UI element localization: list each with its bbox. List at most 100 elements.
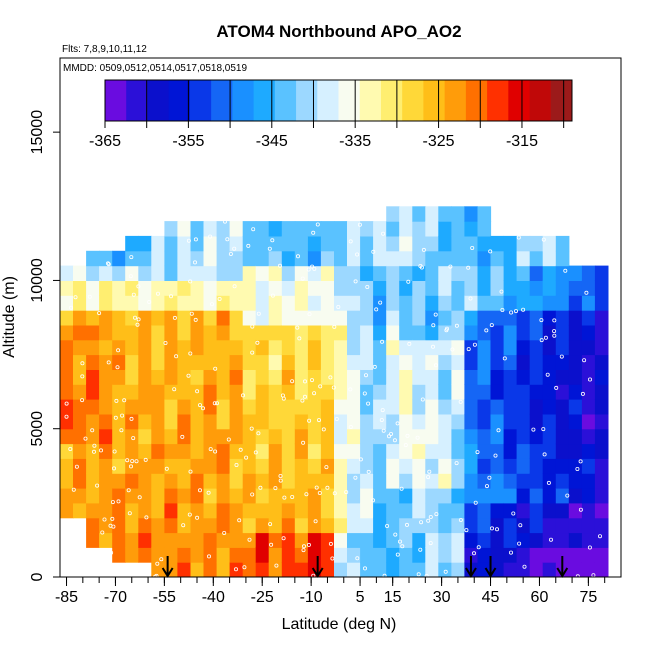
sample-point (541, 237, 546, 242)
sample-point (246, 243, 251, 248)
heat-cell (490, 324, 505, 341)
heat-cell (216, 532, 231, 548)
heat-cell (112, 517, 126, 534)
heat-cell (425, 517, 439, 534)
heat-cell (307, 443, 322, 459)
heat-cell (373, 562, 387, 577)
heat-cell (568, 473, 583, 489)
heat-cell (542, 369, 557, 385)
colorbar-tick-label: -335 (339, 133, 371, 150)
sample-point (521, 307, 526, 312)
heat-cell (386, 280, 400, 296)
heat-cell (477, 532, 492, 548)
heat-cell (60, 443, 74, 459)
sample-point (113, 415, 118, 420)
sample-point (511, 511, 516, 516)
sample-point (135, 322, 140, 327)
sample-point (100, 530, 105, 535)
heat-cell (503, 280, 518, 296)
sample-point (195, 389, 200, 394)
heat-cell (373, 250, 387, 267)
sample-point (106, 261, 111, 266)
sample-point (313, 519, 318, 524)
sample-point (213, 366, 218, 371)
heat-cell (73, 443, 87, 459)
heat-cell (177, 458, 191, 474)
sample-point (374, 307, 379, 312)
heat-cell (438, 399, 452, 415)
sample-point (542, 452, 547, 457)
sample-point (494, 527, 499, 532)
heat-cell (60, 428, 74, 445)
heat-cell (138, 310, 152, 326)
heat-cell (164, 413, 178, 430)
sample-point (250, 324, 255, 329)
heat-cell (112, 339, 126, 356)
heat-cell (320, 384, 335, 400)
heat-cell (386, 339, 400, 356)
heat-cell (503, 310, 518, 326)
heat-cell (373, 280, 387, 296)
sample-point (99, 448, 104, 453)
heat-cell (490, 384, 505, 400)
sample-point (189, 311, 194, 316)
heat-cell (360, 280, 374, 296)
heat-cell (73, 458, 87, 474)
heat-cell (177, 310, 191, 326)
heat-cell (151, 235, 165, 252)
heat-cell (412, 562, 426, 577)
heat-cell (73, 280, 87, 296)
colorbar-segment (380, 80, 403, 121)
heat-cell (490, 532, 505, 548)
sample-point (281, 396, 286, 401)
heat-cell (425, 473, 439, 489)
sample-point (251, 227, 256, 232)
sample-point (237, 518, 242, 523)
heat-cell (516, 339, 531, 356)
heat-cell (373, 502, 387, 519)
heat-cell (581, 488, 596, 504)
profile-arrows (161, 556, 569, 578)
heat-cell (477, 384, 492, 400)
heat-cell (529, 413, 544, 430)
heat-cell (112, 458, 126, 474)
heat-cell (294, 339, 309, 356)
heat-cell (542, 413, 557, 430)
heat-cell (542, 443, 557, 459)
heat-cell (73, 295, 87, 311)
sample-point (471, 551, 476, 556)
heat-cell (425, 235, 439, 252)
heat-cell (190, 547, 205, 563)
heat-cell (190, 310, 205, 326)
sample-point (290, 494, 295, 499)
heat-cell (151, 265, 165, 281)
heat-cell (464, 399, 478, 415)
sample-point (331, 385, 336, 390)
sample-point (307, 312, 312, 317)
sample-point (397, 539, 402, 544)
heat-cell (320, 502, 335, 519)
sample-point (120, 413, 125, 418)
heat-cell (477, 206, 492, 222)
heat-cell (360, 369, 374, 385)
heat-cell (112, 488, 126, 504)
heat-cell (581, 517, 596, 534)
sample-point (136, 284, 141, 289)
heat-cell (99, 265, 113, 281)
heat-cell (203, 473, 218, 489)
heat-cell (112, 547, 126, 563)
heat-cell (73, 384, 87, 400)
heat-cell (529, 428, 544, 445)
heat-cell (190, 413, 205, 430)
heat-cell (542, 235, 557, 252)
sample-point (307, 418, 312, 423)
heat-cell (412, 399, 426, 415)
heat-cell (242, 295, 257, 311)
sample-point (405, 433, 410, 438)
heat-cell (568, 384, 583, 400)
heat-cell (594, 324, 609, 341)
sample-point (300, 398, 305, 403)
heat-cell (386, 488, 400, 504)
colorbar-segment (402, 80, 424, 121)
sample-point (209, 302, 214, 307)
